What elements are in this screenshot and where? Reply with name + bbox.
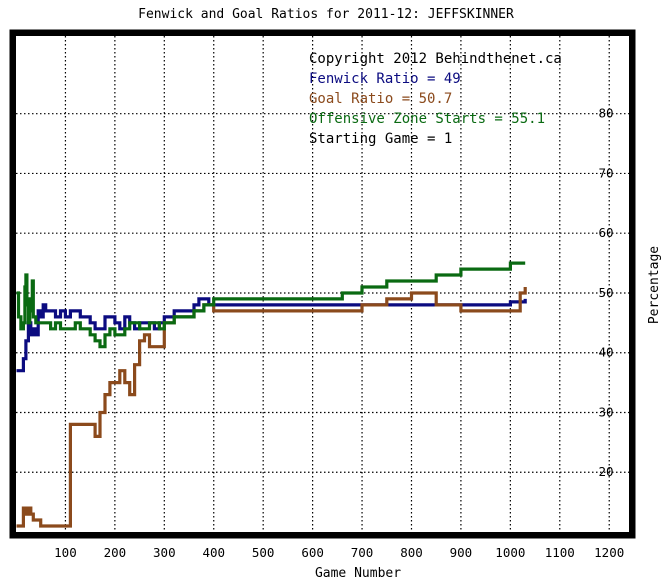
- y-tick-label: 80: [598, 106, 613, 121]
- x-tick-label: 800: [400, 545, 423, 560]
- legend-annotation: Fenwick Ratio = 49: [309, 71, 461, 87]
- legend-annotation: Copyright 2012 Behindthenet.ca: [309, 51, 562, 67]
- series-layer: [16, 261, 527, 528]
- y-tick-label: 70: [598, 165, 613, 180]
- x-axis-label: Game Number: [315, 566, 401, 580]
- x-tick-label: 400: [202, 545, 225, 560]
- y-tick-label: 40: [598, 345, 613, 360]
- x-tick-label: 1200: [594, 545, 624, 560]
- x-tick-label: 500: [252, 545, 275, 560]
- y-tick-label: 50: [598, 285, 613, 300]
- series-line-goal: [16, 287, 527, 528]
- x-tick-label: 300: [153, 545, 176, 560]
- legend-annotation: Offensive Zone Starts = 55.1: [309, 111, 545, 127]
- series-line-fenwick: [16, 297, 527, 373]
- x-tick-label: 200: [104, 545, 127, 560]
- y-axis-label: Percentage: [647, 246, 662, 324]
- grid: [16, 36, 629, 532]
- x-tick-label: 600: [301, 545, 324, 560]
- y-tick-label: 30: [598, 404, 613, 419]
- x-tick-label: 100: [54, 545, 77, 560]
- x-tick-label: 700: [351, 545, 374, 560]
- legend-annotation: Starting Game = 1: [309, 131, 452, 147]
- y-tick-label: 60: [598, 225, 613, 240]
- x-tick-label: 900: [450, 545, 473, 560]
- ticks: 100 200 300 400 500 600 700 800 900 1000 1100 1200 2…: [54, 106, 624, 560]
- x-tick-label: 1100: [545, 545, 575, 560]
- x-tick-label: 1000: [495, 545, 525, 560]
- chart-title: Fenwick and Goal Ratios for 2011-12: JEF…: [138, 7, 514, 22]
- y-tick-label: 20: [598, 464, 613, 479]
- plot-area: [16, 36, 629, 532]
- legend: Copyright 2012 Behindthenet.ca Fenwick Ra…: [309, 51, 562, 147]
- legend-annotation: Goal Ratio = 50.7: [309, 91, 452, 107]
- series-line-ozs: [16, 261, 526, 349]
